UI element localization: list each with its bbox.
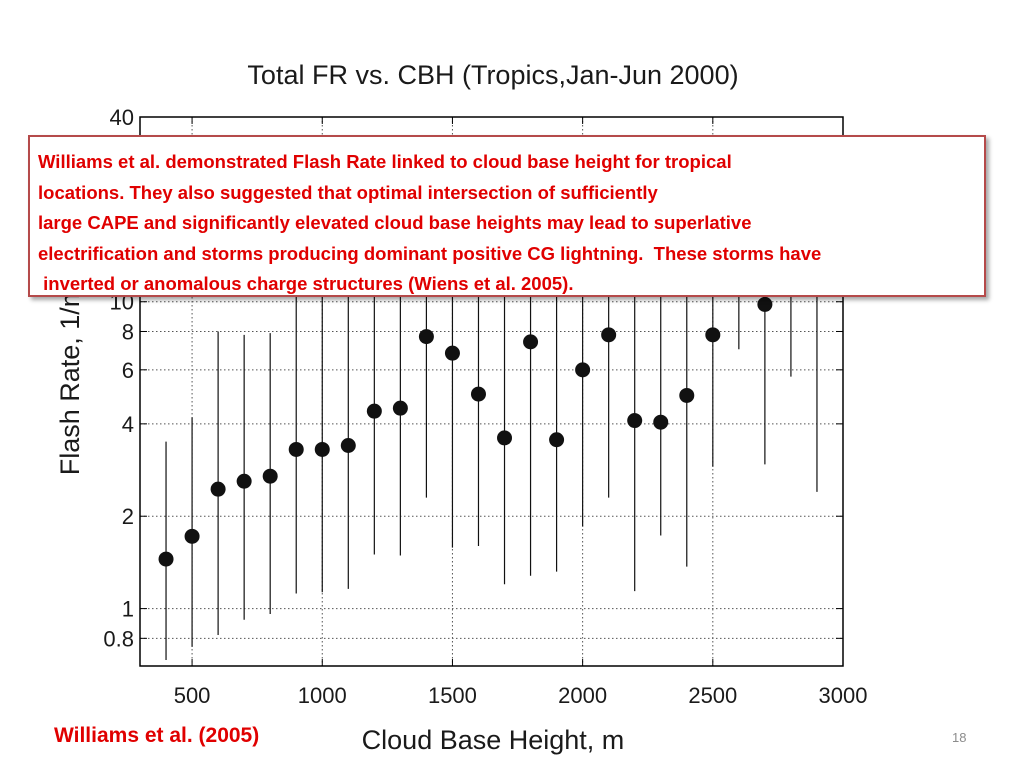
data-point <box>757 296 773 312</box>
data-point <box>470 386 486 402</box>
data-point <box>705 327 721 343</box>
slide-number: 18 <box>952 730 967 745</box>
data-point <box>392 400 408 416</box>
data-points <box>158 296 773 567</box>
y-tick-label: 6 <box>122 358 134 383</box>
data-point <box>210 481 226 497</box>
plot-frame <box>139 116 844 667</box>
y-tick-label: 2 <box>122 504 134 529</box>
y-tick-label: 40 <box>110 105 134 130</box>
data-point <box>575 362 591 378</box>
chart-title: Total FR vs. CBH (Tropics,Jan-Jun 2000) <box>247 60 738 90</box>
data-point <box>523 334 539 350</box>
data-point <box>601 327 617 343</box>
data-point <box>236 473 252 489</box>
x-tick-label: 1000 <box>298 683 347 708</box>
data-point <box>418 329 434 345</box>
data-point <box>627 413 643 429</box>
y-tick-label: 0.8 <box>103 626 134 651</box>
annotation-callout: Williams et al. demonstrated Flash Rate … <box>28 135 986 297</box>
y-tick-label: 4 <box>122 412 134 437</box>
data-point <box>366 403 382 419</box>
data-point <box>288 441 304 457</box>
x-tick-label: 500 <box>174 683 211 708</box>
x-axis-label: Cloud Base Height, m <box>362 725 625 755</box>
callout-line: electrification and storms producing dom… <box>38 242 822 264</box>
callout-line: Williams et al. demonstrated Flash Rate … <box>38 151 732 172</box>
data-point <box>549 432 565 448</box>
x-tick-label: 3000 <box>819 683 868 708</box>
data-point <box>262 468 278 484</box>
data-point <box>444 345 460 361</box>
data-point <box>653 414 669 430</box>
x-tick-label: 2000 <box>558 683 607 708</box>
y-tick-label: 1 <box>122 597 134 622</box>
data-point <box>184 528 200 544</box>
callout-line: large CAPE and significantly elevated cl… <box>38 212 752 233</box>
data-point <box>679 387 695 403</box>
data-point <box>158 551 174 567</box>
data-point <box>497 430 513 446</box>
y-tick-label: 8 <box>122 319 134 344</box>
x-tick-label: 2500 <box>688 683 737 708</box>
citation: Williams et al. (2005) <box>54 724 260 747</box>
callout-line: locations. They also suggested that opti… <box>38 181 658 203</box>
x-tick-label: 1500 <box>428 683 477 708</box>
data-point <box>314 441 330 457</box>
callout-line: inverted or anomalous charge structures … <box>38 273 574 294</box>
y-axis-label: Flash Rate, 1/m <box>55 285 85 476</box>
data-point <box>340 438 356 454</box>
